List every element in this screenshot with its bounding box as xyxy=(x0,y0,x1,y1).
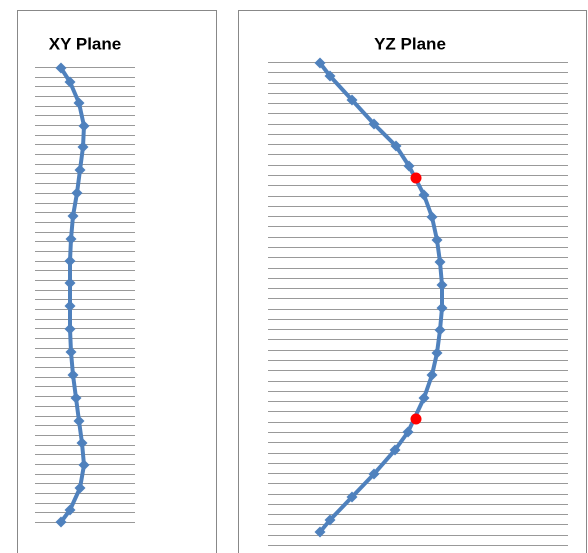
panel-border xyxy=(17,10,217,553)
data-point xyxy=(314,526,326,538)
data-point xyxy=(368,468,380,480)
data-point xyxy=(324,70,336,82)
data-point xyxy=(346,491,358,503)
data-point xyxy=(314,57,326,69)
data-point xyxy=(418,189,430,201)
data-point xyxy=(436,279,448,291)
data-point xyxy=(55,62,67,74)
data-point xyxy=(64,300,76,312)
data-point xyxy=(436,302,448,314)
data-point xyxy=(368,118,380,130)
data-point xyxy=(74,164,86,176)
data-point xyxy=(67,210,79,222)
data-point xyxy=(78,459,90,471)
data-point xyxy=(64,255,76,267)
data-point xyxy=(64,504,76,516)
data-point xyxy=(426,369,438,381)
data-point xyxy=(324,514,336,526)
data-point xyxy=(64,277,76,289)
data-point xyxy=(431,234,443,246)
data-point xyxy=(77,141,89,153)
data-point xyxy=(346,94,358,106)
data-point xyxy=(402,426,414,438)
data-point xyxy=(418,392,430,404)
chart-title: XY Plane xyxy=(49,34,121,53)
data-point xyxy=(434,324,446,336)
data-point xyxy=(67,369,79,381)
data-point xyxy=(73,415,85,427)
data-point xyxy=(70,392,82,404)
data-point xyxy=(65,233,77,245)
data-point xyxy=(71,187,83,199)
highlight-point xyxy=(410,172,422,184)
data-point xyxy=(78,120,90,132)
data-line xyxy=(318,61,444,534)
panel-border xyxy=(238,10,587,553)
highlight-point xyxy=(410,413,422,425)
data-point xyxy=(55,516,67,528)
data-point xyxy=(74,482,86,494)
data-point xyxy=(390,140,402,152)
data-point xyxy=(64,76,76,88)
data-point xyxy=(64,323,76,335)
data-line xyxy=(59,66,86,524)
data-point xyxy=(73,97,85,109)
data-point xyxy=(426,211,438,223)
data-point xyxy=(431,347,443,359)
data-point xyxy=(403,160,415,172)
data-point xyxy=(65,346,77,358)
chart-title: YZ Plane xyxy=(374,34,446,53)
data-point xyxy=(76,437,88,449)
data-point xyxy=(389,444,401,456)
data-point xyxy=(434,256,446,268)
